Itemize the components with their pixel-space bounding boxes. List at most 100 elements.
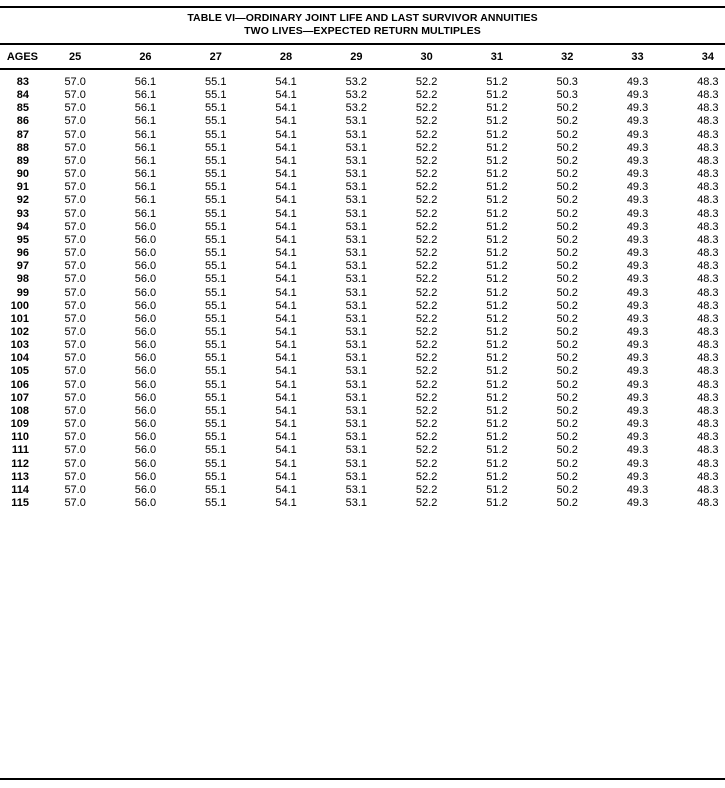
table-cell: 56.0 <box>134 220 157 233</box>
table-cell: 53.2 <box>345 76 368 88</box>
row-age-label: 115 <box>11 497 29 509</box>
table-cell: 56.0 <box>134 273 157 286</box>
table-cell: 55.1 <box>205 339 227 352</box>
table-cell: 49.3 <box>626 141 649 154</box>
table-cell: 53.1 <box>345 181 368 194</box>
row-age-label: 97 <box>16 260 29 273</box>
table-cell: 49.3 <box>626 497 649 509</box>
data-table: 83 57.0 56.1 55.1 54.1 53.2 52.2 51.2 50.3 49.3 48… <box>0 76 725 510</box>
table-cell: 49.3 <box>626 404 649 417</box>
table-cell: 57.0 <box>64 325 86 338</box>
table-cell: 53.1 <box>345 115 368 128</box>
table-cell: 50.2 <box>556 497 578 509</box>
table-row: 115 57.0 56.0 55.1 54.1 53.1 52.2 51.2 50.2 49.3 4… <box>0 497 725 510</box>
table-cell: 50.2 <box>556 273 578 286</box>
table-row: 88 57.0 56.1 55.1 54.1 53.1 52.2 51.2 50.2 49.3 48… <box>0 142 725 155</box>
table-cell: 54.1 <box>275 418 297 431</box>
row-age-label: 107 <box>10 391 29 404</box>
table-cell: 56.1 <box>134 76 157 88</box>
table-cell: 54.1 <box>275 168 297 181</box>
table-cell: 54.1 <box>275 339 297 352</box>
table-cell: 51.2 <box>486 312 508 325</box>
table-cell: 53.1 <box>345 168 368 181</box>
table-cell: 57.0 <box>64 497 86 509</box>
row-age-label: 104 <box>10 352 29 365</box>
table-cell: 57.0 <box>64 181 86 194</box>
table-cell: 55.1 <box>205 220 227 233</box>
table-cell: 49.3 <box>626 339 649 352</box>
table-cell: 52.2 <box>415 181 438 194</box>
table-cell: 57.0 <box>64 168 86 181</box>
table-cell: 49.3 <box>626 102 649 115</box>
table-row: 92 57.0 56.1 55.1 54.1 53.1 52.2 51.2 50.2 49.3 48… <box>0 194 725 207</box>
table-cell: 52.2 <box>415 339 438 352</box>
row-age-label: 91 <box>16 181 29 194</box>
table-cell: 50.2 <box>556 286 578 299</box>
table-cell: 52.2 <box>415 115 438 128</box>
table-cell: 56.0 <box>134 391 157 404</box>
table-cell: 48.3 <box>697 89 719 102</box>
table-cell: 50.2 <box>556 365 578 378</box>
row-age-label: 96 <box>16 247 29 260</box>
table-cell: 50.2 <box>556 444 578 457</box>
table-cell: 49.3 <box>626 260 649 273</box>
table-cell: 56.0 <box>134 418 157 431</box>
table-cell: 48.3 <box>697 483 719 496</box>
table-cell: 57.0 <box>64 102 86 115</box>
table-cell: 53.1 <box>345 497 368 509</box>
column-header-age-26: 26 <box>139 51 152 63</box>
table-cell: 51.2 <box>486 89 508 102</box>
table-cell: 51.2 <box>486 194 508 207</box>
table-cell: 52.2 <box>415 207 438 220</box>
table-cell: 56.0 <box>134 247 157 260</box>
row-age-label: 87 <box>16 128 29 141</box>
table-cell: 49.3 <box>626 312 649 325</box>
table-cell: 57.0 <box>64 128 86 141</box>
table-cell: 48.3 <box>697 339 719 352</box>
table-cell: 50.2 <box>556 128 578 141</box>
table-cell: 52.2 <box>415 457 438 470</box>
table-cell: 56.1 <box>134 194 157 207</box>
table-cell: 48.3 <box>697 128 719 141</box>
table-cell: 51.2 <box>486 339 508 352</box>
table-cell: 57.0 <box>64 273 86 286</box>
table-cell: 50.2 <box>556 418 578 431</box>
table-row: 91 57.0 56.1 55.1 54.1 53.1 52.2 51.2 50.2 49.3 48… <box>0 181 725 194</box>
table-cell: 48.3 <box>697 141 719 154</box>
table-cell: 50.2 <box>556 352 578 365</box>
table-cell: 56.1 <box>134 181 157 194</box>
table-cell: 54.1 <box>275 352 297 365</box>
table-cell: 56.1 <box>134 102 157 115</box>
table-cell: 57.0 <box>64 404 86 417</box>
table-cell: 56.0 <box>134 444 157 457</box>
table-cell: 56.1 <box>134 154 157 167</box>
table-cell: 55.1 <box>205 391 227 404</box>
table-cell: 51.2 <box>486 418 508 431</box>
row-age-label: 98 <box>16 273 29 286</box>
table-cell: 54.1 <box>275 220 297 233</box>
table-row: 104 57.0 56.0 55.1 54.1 53.1 52.2 51.2 50.2 49.3 4… <box>0 352 725 365</box>
table-cell: 55.1 <box>205 325 227 338</box>
table-cell: 53.1 <box>345 312 368 325</box>
column-header-age-32: 32 <box>561 51 574 63</box>
table-cell: 51.2 <box>486 352 508 365</box>
table-row: 86 57.0 56.1 55.1 54.1 53.1 52.2 51.2 50.2 49.3 48… <box>0 115 725 128</box>
table-cell: 55.1 <box>205 247 227 260</box>
table-row: 111 57.0 56.0 55.1 54.1 53.1 52.2 51.2 50.2 49.3 4… <box>0 444 725 457</box>
row-age-label: 105 <box>10 365 29 378</box>
table-cell: 48.3 <box>697 470 719 483</box>
table-cell: 52.2 <box>415 233 438 246</box>
table-cell: 49.3 <box>626 154 649 167</box>
table-cell: 48.3 <box>697 365 719 378</box>
table-cell: 54.1 <box>275 260 297 273</box>
column-header-age-27: 27 <box>209 51 222 63</box>
table-cell: 51.2 <box>486 470 508 483</box>
table-cell: 51.2 <box>486 128 508 141</box>
table-cell: 48.3 <box>697 194 719 207</box>
table-cell: 50.2 <box>556 115 578 128</box>
row-age-label: 99 <box>16 286 29 299</box>
table-cell: 53.1 <box>345 154 368 167</box>
table-cell: 56.1 <box>134 128 157 141</box>
table-cell: 52.2 <box>415 247 438 260</box>
table-cell: 54.1 <box>275 115 297 128</box>
